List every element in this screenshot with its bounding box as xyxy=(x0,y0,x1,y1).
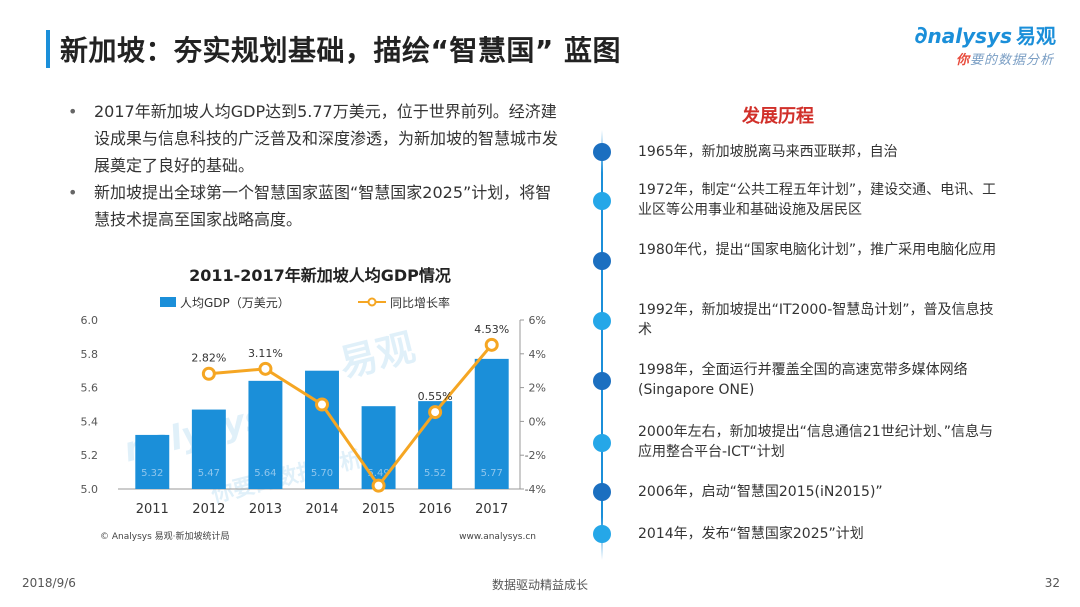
growth-label: 4.53% xyxy=(474,323,509,336)
bar-series: 5.32 5.47 5.64 5.70 5.49 5.52 5.77 xyxy=(135,358,509,489)
legend-bar-swatch xyxy=(160,297,176,307)
growth-line xyxy=(208,343,493,489)
chart-legend: 人均GDP（万美元） 同比增长率 xyxy=(160,295,450,310)
bar-value-label: 5.64 xyxy=(254,468,276,479)
bullet-list: 2017年新加坡人均GDP达到5.77万美元，位于世界前列。经济建设成果与信息科… xyxy=(68,98,558,233)
timeline-text: 1992年，新加坡提出“IT2000-智慧岛计划”，普及信息技术 xyxy=(638,302,994,338)
bullet-item-2: 新加坡提出全球第一个智慧国家蓝图“智慧国家2025”计划，将智慧技术提高至国家战… xyxy=(68,179,558,233)
y2-tick-label: 2% xyxy=(529,382,546,395)
y2-tick-label: -2% xyxy=(525,449,546,462)
bar-value-label: 5.47 xyxy=(198,468,220,479)
footer-date: 2018/9/6 xyxy=(22,576,76,590)
growth-point-2014 xyxy=(315,397,329,412)
y2-tick-label: 0% xyxy=(529,415,546,428)
bar-value-label: 5.70 xyxy=(311,468,333,479)
x-tick-label: 2014 xyxy=(305,502,338,517)
y-tick-label: 6.0 xyxy=(81,314,99,327)
legend-line-label: 同比增长率 xyxy=(390,295,450,310)
line-series: 2.82% 3.11% 0.55% 4.53% xyxy=(191,323,509,493)
brand-tagline-text: 要的数据分析 xyxy=(969,53,1054,68)
timeline-text: 1972年，制定“公共工程五年计划”，建设交通、电讯、工业区等公用事业和基础设施… xyxy=(638,182,997,218)
growth-point-2015 xyxy=(371,478,386,493)
timeline-dot xyxy=(593,525,611,543)
timeline-line xyxy=(601,130,603,560)
bar-value-label: 5.77 xyxy=(481,468,503,479)
timeline-dot xyxy=(593,312,611,330)
timeline-text: 1980年代，提出“国家电脑化计划”，推广采用电脑化应用 xyxy=(638,242,997,258)
timeline-dot xyxy=(593,483,611,501)
chart-footer: © Analysys 易观·新加坡统计局 www.analysys.cn xyxy=(100,530,536,542)
y2-tick-label: -4% xyxy=(525,483,546,496)
x-tick-label: 2012 xyxy=(192,502,225,517)
footer-page-number: 32 xyxy=(1044,576,1060,590)
title-accent-bar xyxy=(46,30,50,68)
growth-point-2016 xyxy=(428,405,443,420)
timeline-dot xyxy=(593,192,611,210)
y2-tick-label: 6% xyxy=(529,314,546,327)
growth-point-2012 xyxy=(201,366,216,381)
bar-2017 xyxy=(474,358,509,489)
brand-logo-text: ∂nalysys 易观 xyxy=(914,21,1056,49)
chart-title: 2011-2017年新加坡人均GDP情况 xyxy=(189,266,451,285)
x-tick-label: 2015 xyxy=(362,502,395,517)
y-tick-label: 5.8 xyxy=(81,348,99,361)
timeline-dot xyxy=(593,372,611,390)
growth-point-2017 xyxy=(484,337,499,352)
timeline-text: 2006年，启动“智慧国2015(iN2015)” xyxy=(638,484,883,500)
chart-url: www.analysys.cn xyxy=(459,532,536,542)
bar-2015 xyxy=(361,406,396,489)
chart-watermark-tagline: 你要的数据分析 xyxy=(208,446,365,509)
footer-slogan: 数据驱动精益成长 xyxy=(491,578,588,592)
y2-tick-label: 4% xyxy=(529,348,546,361)
timeline-text: 1965年，新加坡脱离马来西亚联邦，自治 xyxy=(638,144,898,160)
growth-point-2013 xyxy=(258,361,273,376)
bar-2011 xyxy=(135,434,170,489)
timeline-dot xyxy=(593,252,611,270)
brand-logo-en: nalysys xyxy=(927,24,1012,48)
chart-axes: 5.0 5.2 5.4 5.6 5.8 6.0 -4% -2% 0% 2% 4% 6% 2011 2012… xyxy=(81,314,547,517)
growth-label: 0.55% xyxy=(418,390,453,403)
bar-2014 xyxy=(305,370,339,489)
y-tick-label: 5.2 xyxy=(81,449,99,462)
y-tick-label: 5.4 xyxy=(81,415,99,428)
chart-watermark-cn: 易观 xyxy=(335,325,419,386)
brand-tagline: 你要的数据分析 xyxy=(956,49,1054,68)
bar-value-label: 5.32 xyxy=(141,468,163,479)
x-tick-label: 2016 xyxy=(419,502,452,517)
bar-value-label: 5.52 xyxy=(424,468,446,479)
brand-logo-cn: 易观 xyxy=(1016,24,1056,48)
timeline-heading: 发展历程 xyxy=(742,106,814,127)
brand-logo: ∂nalysys 易观 你要的数据分析 xyxy=(906,20,1056,76)
x-tick-label: 2011 xyxy=(136,502,169,517)
bar-2012 xyxy=(191,409,226,489)
timeline-text: 2014年，发布“智慧国家2025”计划 xyxy=(638,526,864,542)
growth-label: 3.11% xyxy=(248,347,283,360)
y-tick-label: 5.6 xyxy=(81,382,99,395)
chart-source: © Analysys 易观·新加坡统计局 xyxy=(100,530,230,542)
x-tick-label: 2013 xyxy=(249,502,282,517)
bar-value-label: 5.49 xyxy=(367,468,389,479)
growth-label: 2.82% xyxy=(191,352,226,365)
timeline-dot xyxy=(593,143,611,161)
brand-tagline-highlight: 你 xyxy=(955,53,970,68)
timeline-text: 2000年左右，新加坡提出“信息通信21世纪计划、”信息与应用整合平台-ICT“… xyxy=(638,424,993,460)
legend-bar-label: 人均GDP（万美元） xyxy=(180,296,290,310)
page-title: 新加坡：夯实规划基础，描绘“智慧国” 蓝图 xyxy=(60,34,622,67)
timeline-text: 1998年，全面运行并覆盖全国的高速宽带多媒体网络(Singapore ONE) xyxy=(638,362,968,398)
y-tick-label: 5.0 xyxy=(81,483,99,496)
x-tick-label: 2017 xyxy=(475,502,508,517)
bullet-item-1: 2017年新加坡人均GDP达到5.77万美元，位于世界前列。经济建设成果与信息科… xyxy=(68,98,558,179)
bar-2013 xyxy=(248,380,283,489)
timeline-dot xyxy=(593,434,611,452)
gdp-chart: nalysys 易观 你要的数据分析 人均GDP（万美元）同比增长率 5.05.… xyxy=(81,295,547,542)
legend-line-marker xyxy=(367,297,377,307)
